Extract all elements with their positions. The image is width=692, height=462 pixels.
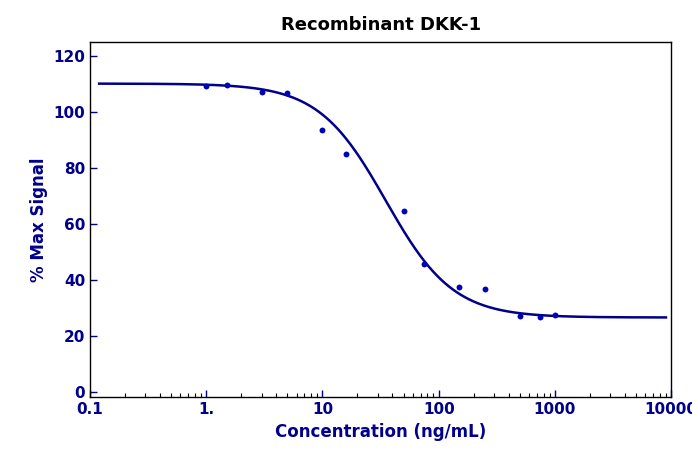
Point [514,312,525,320]
Point [282,90,293,97]
Point [480,286,491,293]
Point [221,81,233,89]
Point [201,83,212,90]
Y-axis label: % Max Signal: % Max Signal [30,157,48,282]
Point [256,88,267,96]
Title: Recombinant DKK-1: Recombinant DKK-1 [280,17,481,35]
X-axis label: Concentration (ng/mL): Concentration (ng/mL) [275,423,486,441]
Point [419,261,430,268]
Point [535,314,546,321]
Point [340,150,352,158]
Point [454,283,465,291]
Point [317,126,328,134]
Point [398,207,409,215]
Point [549,311,561,318]
